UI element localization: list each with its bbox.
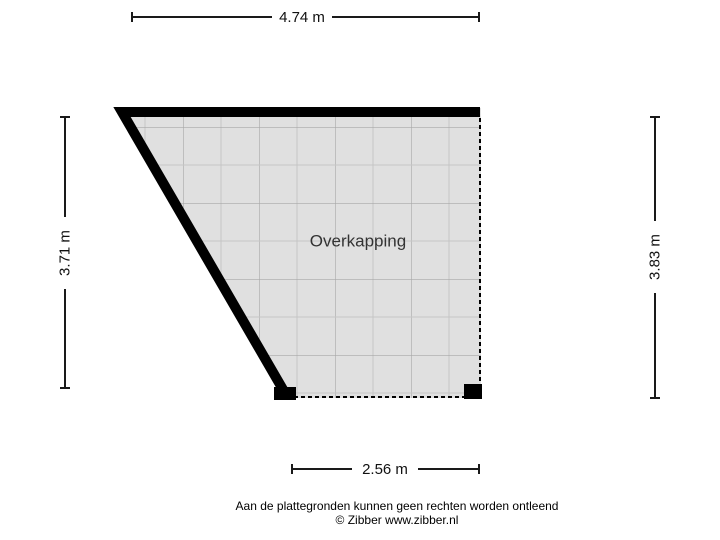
corner-post: [464, 384, 482, 399]
dimension-bottom-label-bg: [352, 460, 418, 478]
footer: Aan de plattegronden kunnen geen rechten…: [236, 499, 559, 527]
dimension-right-label: 3.83 m: [647, 234, 664, 280]
footer-credit: © Zibber www.zibber.nl: [335, 513, 459, 527]
room-overkapping: [121, 108, 481, 398]
dimension-left-label-bg: [52, 217, 78, 289]
wall-foot-cap: [274, 387, 296, 400]
room-grid: [121, 108, 481, 398]
room-label: Overkapping: [310, 232, 406, 251]
dimension-top-label-bg: [272, 8, 332, 26]
footer-disclaimer: Aan de plattegronden kunnen geen rechten…: [235, 499, 559, 513]
dimension-top-label: 4.74 m: [279, 9, 325, 26]
dimension-bottom-label: 2.56 m: [362, 461, 408, 478]
dimension-right-label-bg: [642, 221, 668, 293]
wall-top-left: [113, 107, 480, 396]
dimension-left-label: 3.71 m: [57, 230, 74, 276]
